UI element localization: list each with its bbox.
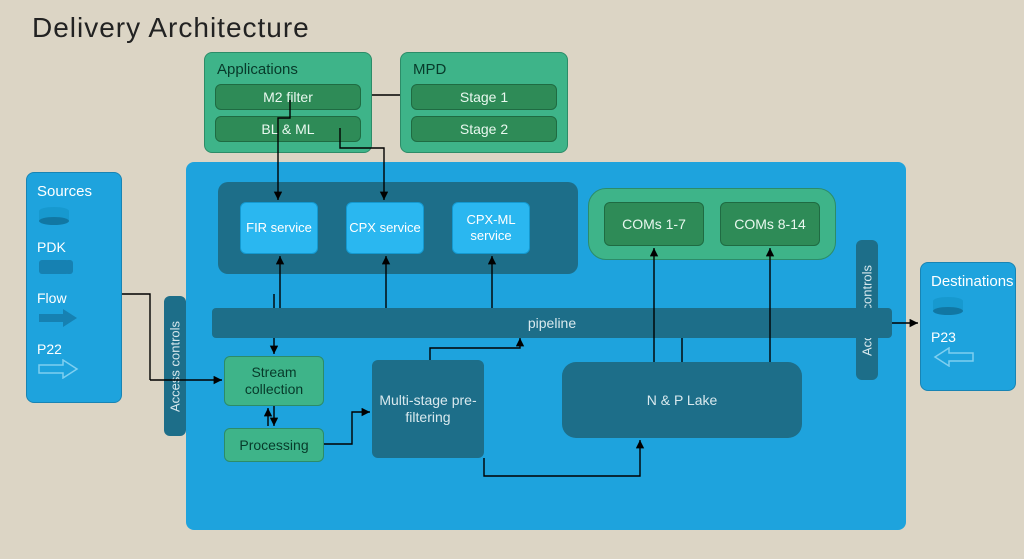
ticket-icon	[37, 257, 75, 277]
svc-cpx: CPX service	[346, 202, 424, 254]
stream-collection: Stream collection	[224, 356, 324, 406]
svc-cpxml: CPX-ML service	[452, 202, 530, 254]
app-item-m2: M2 filter	[215, 84, 361, 110]
group-applications: Applications M2 filter BL & ML	[204, 52, 372, 153]
src-flow-label: Flow	[37, 290, 111, 306]
access-controls-left: Access controls	[164, 296, 186, 436]
group-mpd: MPD Stage 1 Stage 2	[400, 52, 568, 153]
arrow-left-outline-icon	[931, 347, 975, 367]
group-mpd-title: MPD	[413, 61, 557, 78]
prefilter-block: Multi-stage pre-filtering	[372, 360, 484, 458]
arrow-right-outline-icon	[37, 359, 81, 379]
app-item-blml: BL & ML	[215, 116, 361, 142]
dest-p23-label: P23	[931, 329, 1005, 345]
page-title: Delivery Architecture	[32, 12, 310, 44]
destinations-panel: Destinations P23	[920, 262, 1016, 391]
access-left-label: Access controls	[164, 296, 186, 436]
group-applications-title: Applications	[217, 61, 361, 78]
src-pdk-label: PDK	[37, 239, 111, 255]
cylinder-icon	[37, 206, 71, 226]
coms-1-7: COMs 1-7	[604, 202, 704, 246]
sources-panel: Sources PDK Flow P22	[26, 172, 122, 403]
svc-fir: FIR service	[240, 202, 318, 254]
processing-block: Processing	[224, 428, 324, 462]
destinations-title: Destinations	[931, 273, 1005, 290]
mpd-stage2: Stage 2	[411, 116, 557, 142]
coms-8-14: COMs 8-14	[720, 202, 820, 246]
sources-title: Sources	[37, 183, 111, 200]
src-p22-label: P22	[37, 341, 111, 357]
lake-block: N & P Lake	[562, 362, 802, 438]
cylinder-icon	[931, 296, 965, 316]
arrow-right-solid-icon	[37, 308, 81, 328]
mpd-stage1: Stage 1	[411, 84, 557, 110]
pipeline-bar: pipeline	[212, 308, 892, 338]
